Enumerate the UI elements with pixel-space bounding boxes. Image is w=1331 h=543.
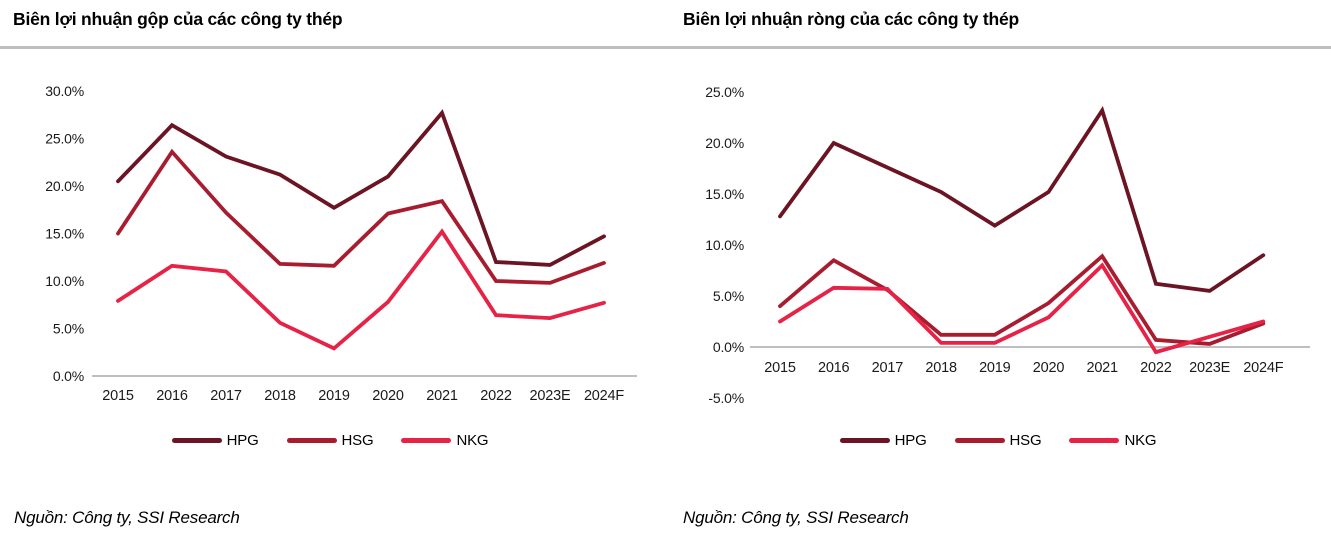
left-chart-legend: HPG HSG NKG: [0, 432, 660, 449]
legend-item-hsg: HSG: [954, 432, 1042, 449]
x-axis-tick-label: 2019: [979, 360, 1011, 376]
x-axis-tick-label: 2021: [426, 388, 458, 404]
x-axis-tick-label: 2022: [1140, 360, 1172, 376]
series-line-hpg: [778, 105, 1266, 293]
legend-item-hpg: HPG: [839, 432, 927, 449]
x-axis-tick-label: 2016: [156, 388, 188, 404]
x-axis-tick-label: 2015: [102, 388, 134, 404]
y-axis-tick-label: 0.0%: [53, 368, 84, 384]
x-axis-tick-label: 2024F: [584, 388, 624, 404]
legend-label: NKG: [1124, 432, 1157, 449]
hpg-line-swatch-icon: [171, 438, 222, 443]
y-axis-tick-label: -5.0%: [708, 390, 744, 406]
y-axis-tick-label: 20.0%: [705, 135, 744, 151]
y-axis-tick-label: 0.0%: [713, 339, 744, 355]
x-axis-tick-label: 2018: [925, 360, 957, 376]
x-axis-tick-label: 2017: [210, 388, 242, 404]
legend-label: HSG: [1009, 432, 1042, 449]
legend-label: HPG: [894, 432, 927, 449]
line-chart-canvas: 30.0% 25.0% 20.0% 15.0% 10.0% 5.0% 0.0% 2015 201…: [45, 83, 637, 404]
legend-label: NKG: [456, 432, 489, 449]
gross-margin-chart: 30.0% 25.0% 20.0% 15.0% 10.0% 5.0% 0.0% 2015 201…: [0, 55, 660, 485]
left-chart-title: Biên lợi nhuận gộp của các công ty thép: [13, 9, 343, 29]
x-axis-tick-label: 2018: [264, 388, 296, 404]
hpg-line-swatch-icon: [839, 438, 890, 443]
legend-label: HSG: [341, 432, 374, 449]
y-axis-tick-label: 15.0%: [705, 186, 744, 202]
right-source-note: Nguồn: Công ty, SSI Research: [683, 508, 909, 527]
x-axis-tick-label: 2015: [764, 360, 796, 376]
legend-item-nkg: NKG: [1069, 432, 1157, 449]
legend-item-nkg: NKG: [401, 432, 489, 449]
series-line-nkg: [116, 228, 606, 351]
title-divider-rule: [0, 46, 1331, 49]
left-source-note: Nguồn: Công ty, SSI Research: [14, 508, 240, 527]
x-axis-tick-label: 2017: [872, 360, 904, 376]
legend-item-hsg: HSG: [286, 432, 374, 449]
right-chart-title: Biên lợi nhuận ròng của các công ty thép: [683, 9, 1020, 29]
y-axis-tick-label: 10.0%: [45, 273, 84, 289]
x-axis-tick-label: 2023E: [1189, 360, 1230, 376]
x-axis-tick-label: 2020: [1033, 360, 1065, 376]
x-axis-tick-label: 2022: [480, 388, 512, 404]
series-line-hpg: [116, 109, 606, 267]
series-line-hsg: [116, 148, 606, 285]
y-axis-tick-label: 30.0%: [45, 83, 84, 99]
net-margin-chart: 25.0% 20.0% 15.0% 10.0% 5.0% 0.0% -5.0% 2015 201…: [665, 55, 1331, 485]
x-axis-tick-label: 2020: [372, 388, 404, 404]
y-axis-tick-label: 10.0%: [705, 237, 744, 253]
series-line-nkg: [778, 262, 1266, 355]
x-axis-tick-label: 2016: [818, 360, 850, 376]
y-axis-tick-label: 5.0%: [53, 321, 84, 337]
nkg-line-swatch-icon: [401, 438, 452, 443]
y-axis-tick-label: 25.0%: [45, 131, 84, 147]
nkg-line-swatch-icon: [1069, 438, 1120, 443]
y-axis-tick-label: 15.0%: [45, 226, 84, 242]
series-line-hsg: [778, 253, 1266, 346]
x-axis-tick-label: 2019: [318, 388, 350, 404]
x-axis-tick-label: 2024F: [1243, 360, 1283, 376]
right-chart-legend: HPG HSG NKG: [665, 432, 1331, 449]
hsg-line-swatch-icon: [286, 438, 337, 443]
x-axis-tick-label: 2023E: [530, 388, 571, 404]
y-axis-tick-label: 20.0%: [45, 178, 84, 194]
x-axis-tick-label: 2021: [1086, 360, 1118, 376]
hsg-line-swatch-icon: [954, 438, 1005, 443]
legend-label: HPG: [226, 432, 259, 449]
y-axis-tick-label: 5.0%: [713, 288, 744, 304]
legend-item-hpg: HPG: [171, 432, 259, 449]
line-chart-canvas: 25.0% 20.0% 15.0% 10.0% 5.0% 0.0% -5.0% 2015 201…: [705, 84, 1310, 406]
y-axis-tick-label: 25.0%: [705, 84, 744, 100]
